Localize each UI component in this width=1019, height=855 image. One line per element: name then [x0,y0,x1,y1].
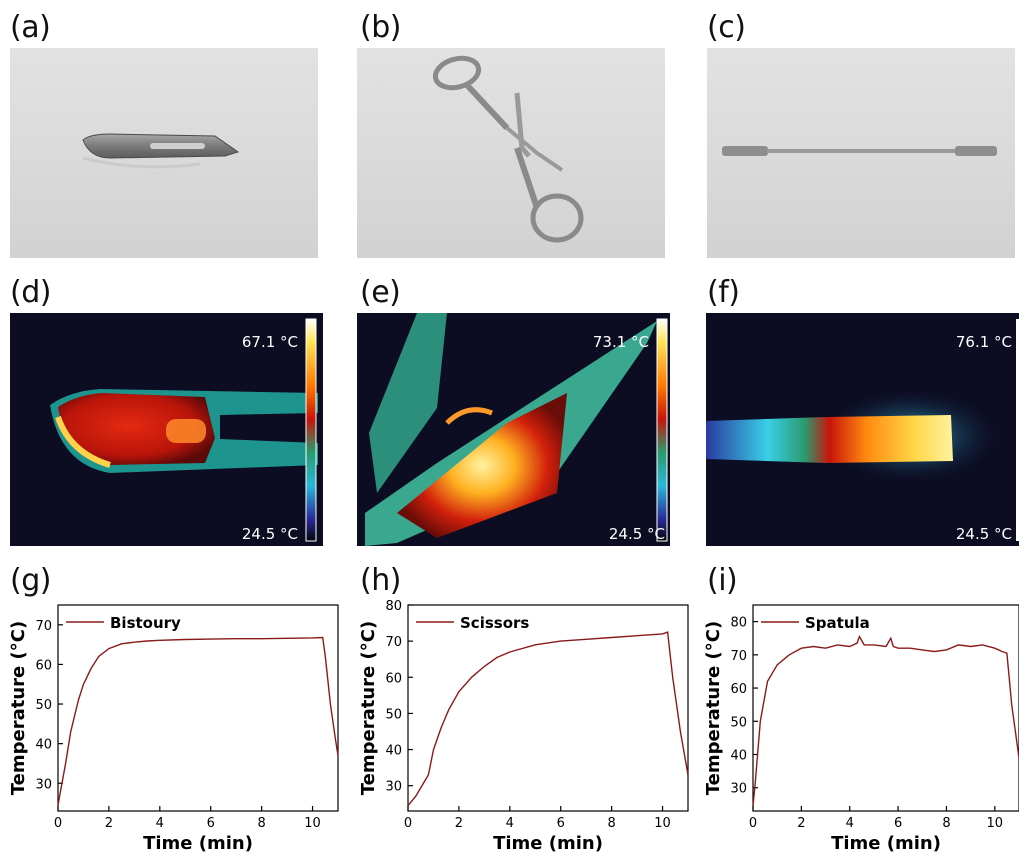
y-tick-label: 50 [35,698,52,713]
panel-label-a: (a) [10,10,51,45]
photo-spatula [707,48,1015,258]
thermal-max-label: 67.1 °C [242,333,298,351]
plot-frame [752,604,1019,812]
x-tick-label: 2 [797,816,805,831]
y-tick-label: 30 [385,780,402,795]
x-tick-label: 0 [749,816,757,831]
x-tick-label: 6 [557,816,565,831]
y-tick-label: 40 [730,749,747,764]
thermal-min-label: 24.5 °C [242,525,298,543]
x-tick-label: 2 [455,816,463,831]
x-tick-label: 10 [654,816,671,831]
y-tick-label: 60 [385,671,402,686]
thermal-image-spatula: 76.1 °C 24.5 °C [706,313,1019,546]
thermal-max-label: 73.1 °C [593,333,649,351]
panel-label-g: (g) [10,563,51,598]
panel-label-b: (b) [360,10,401,45]
x-tick-label: 0 [54,816,62,831]
x-tick-label: 10 [987,816,1004,831]
x-tick-label: 2 [105,816,113,831]
x-tick-label: 6 [894,816,902,831]
panel-label-i: (i) [707,563,738,598]
plot-frame [407,604,689,812]
x-tick-label: 8 [257,816,265,831]
x-axis-label: Time (min) [831,833,941,854]
y-tick-label: 70 [35,619,52,634]
x-axis-label: Time (min) [143,833,253,854]
panel-label-e: (e) [360,275,401,310]
thermal-min-label: 24.5 °C [956,525,1012,543]
thermal-max-label: 76.1 °C [956,333,1012,351]
panel-label-f: (f) [707,275,740,310]
x-tick-label: 8 [942,816,950,831]
y-tick-label: 80 [385,599,402,614]
photo-scalpel-blade [10,48,318,258]
thermal-image-scissors: 73.1 °C 24.5 °C [357,313,670,546]
legend-label: Scissors [460,614,529,632]
series-line-bistoury [57,636,339,806]
y-tick-label: 70 [385,635,402,650]
thermal-image-bistory: 67.1 °C 24.5 °C [10,313,323,546]
photo-scissors [357,48,665,258]
y-axis-label: Temperature (°C) [703,621,724,795]
panel-label-d: (d) [10,275,51,310]
y-tick-label: 30 [35,777,52,792]
x-axis-label: Time (min) [493,833,603,854]
y-tick-label: 60 [730,682,747,697]
y-tick-label: 30 [730,782,747,797]
panel-label-h: (h) [360,563,401,598]
x-tick-label: 10 [304,816,321,831]
x-tick-label: 8 [607,816,615,831]
y-tick-label: 60 [35,658,52,673]
series-line-spatula [752,634,1019,807]
y-tick-label: 50 [730,715,747,730]
plot-frame [57,604,339,812]
series-line-scissors [407,631,689,807]
x-tick-label: 0 [404,816,412,831]
x-tick-label: 4 [156,816,164,831]
legend-label: Bistoury [110,614,181,632]
y-axis-label: Temperature (°C) [8,621,29,795]
x-tick-label: 6 [207,816,215,831]
y-axis-label: Temperature (°C) [358,621,379,795]
chart-bistoury-temperature: 0 2 4 6 8 10 30 40 50 60 70 Time (min) Temperature (… [8,604,339,854]
x-tick-label: 4 [846,816,854,831]
y-tick-label: 40 [35,738,52,753]
chart-scissors-temperature: 0 2 4 6 8 10 30 40 50 60 70 80 Time (min) Temperature… [358,599,689,854]
panel-label-c: (c) [707,10,746,45]
legend-label: Spatula [805,614,870,632]
y-tick-label: 40 [385,744,402,759]
chart-spatula-temperature: 0 2 4 6 8 10 30 40 50 60 70 80 Time (min) Temperature… [703,604,1019,854]
y-tick-label: 70 [730,649,747,664]
x-tick-label: 4 [506,816,514,831]
y-tick-label: 80 [730,616,747,631]
thermal-min-label: 24.5 °C [609,525,665,543]
y-tick-label: 50 [385,707,402,722]
